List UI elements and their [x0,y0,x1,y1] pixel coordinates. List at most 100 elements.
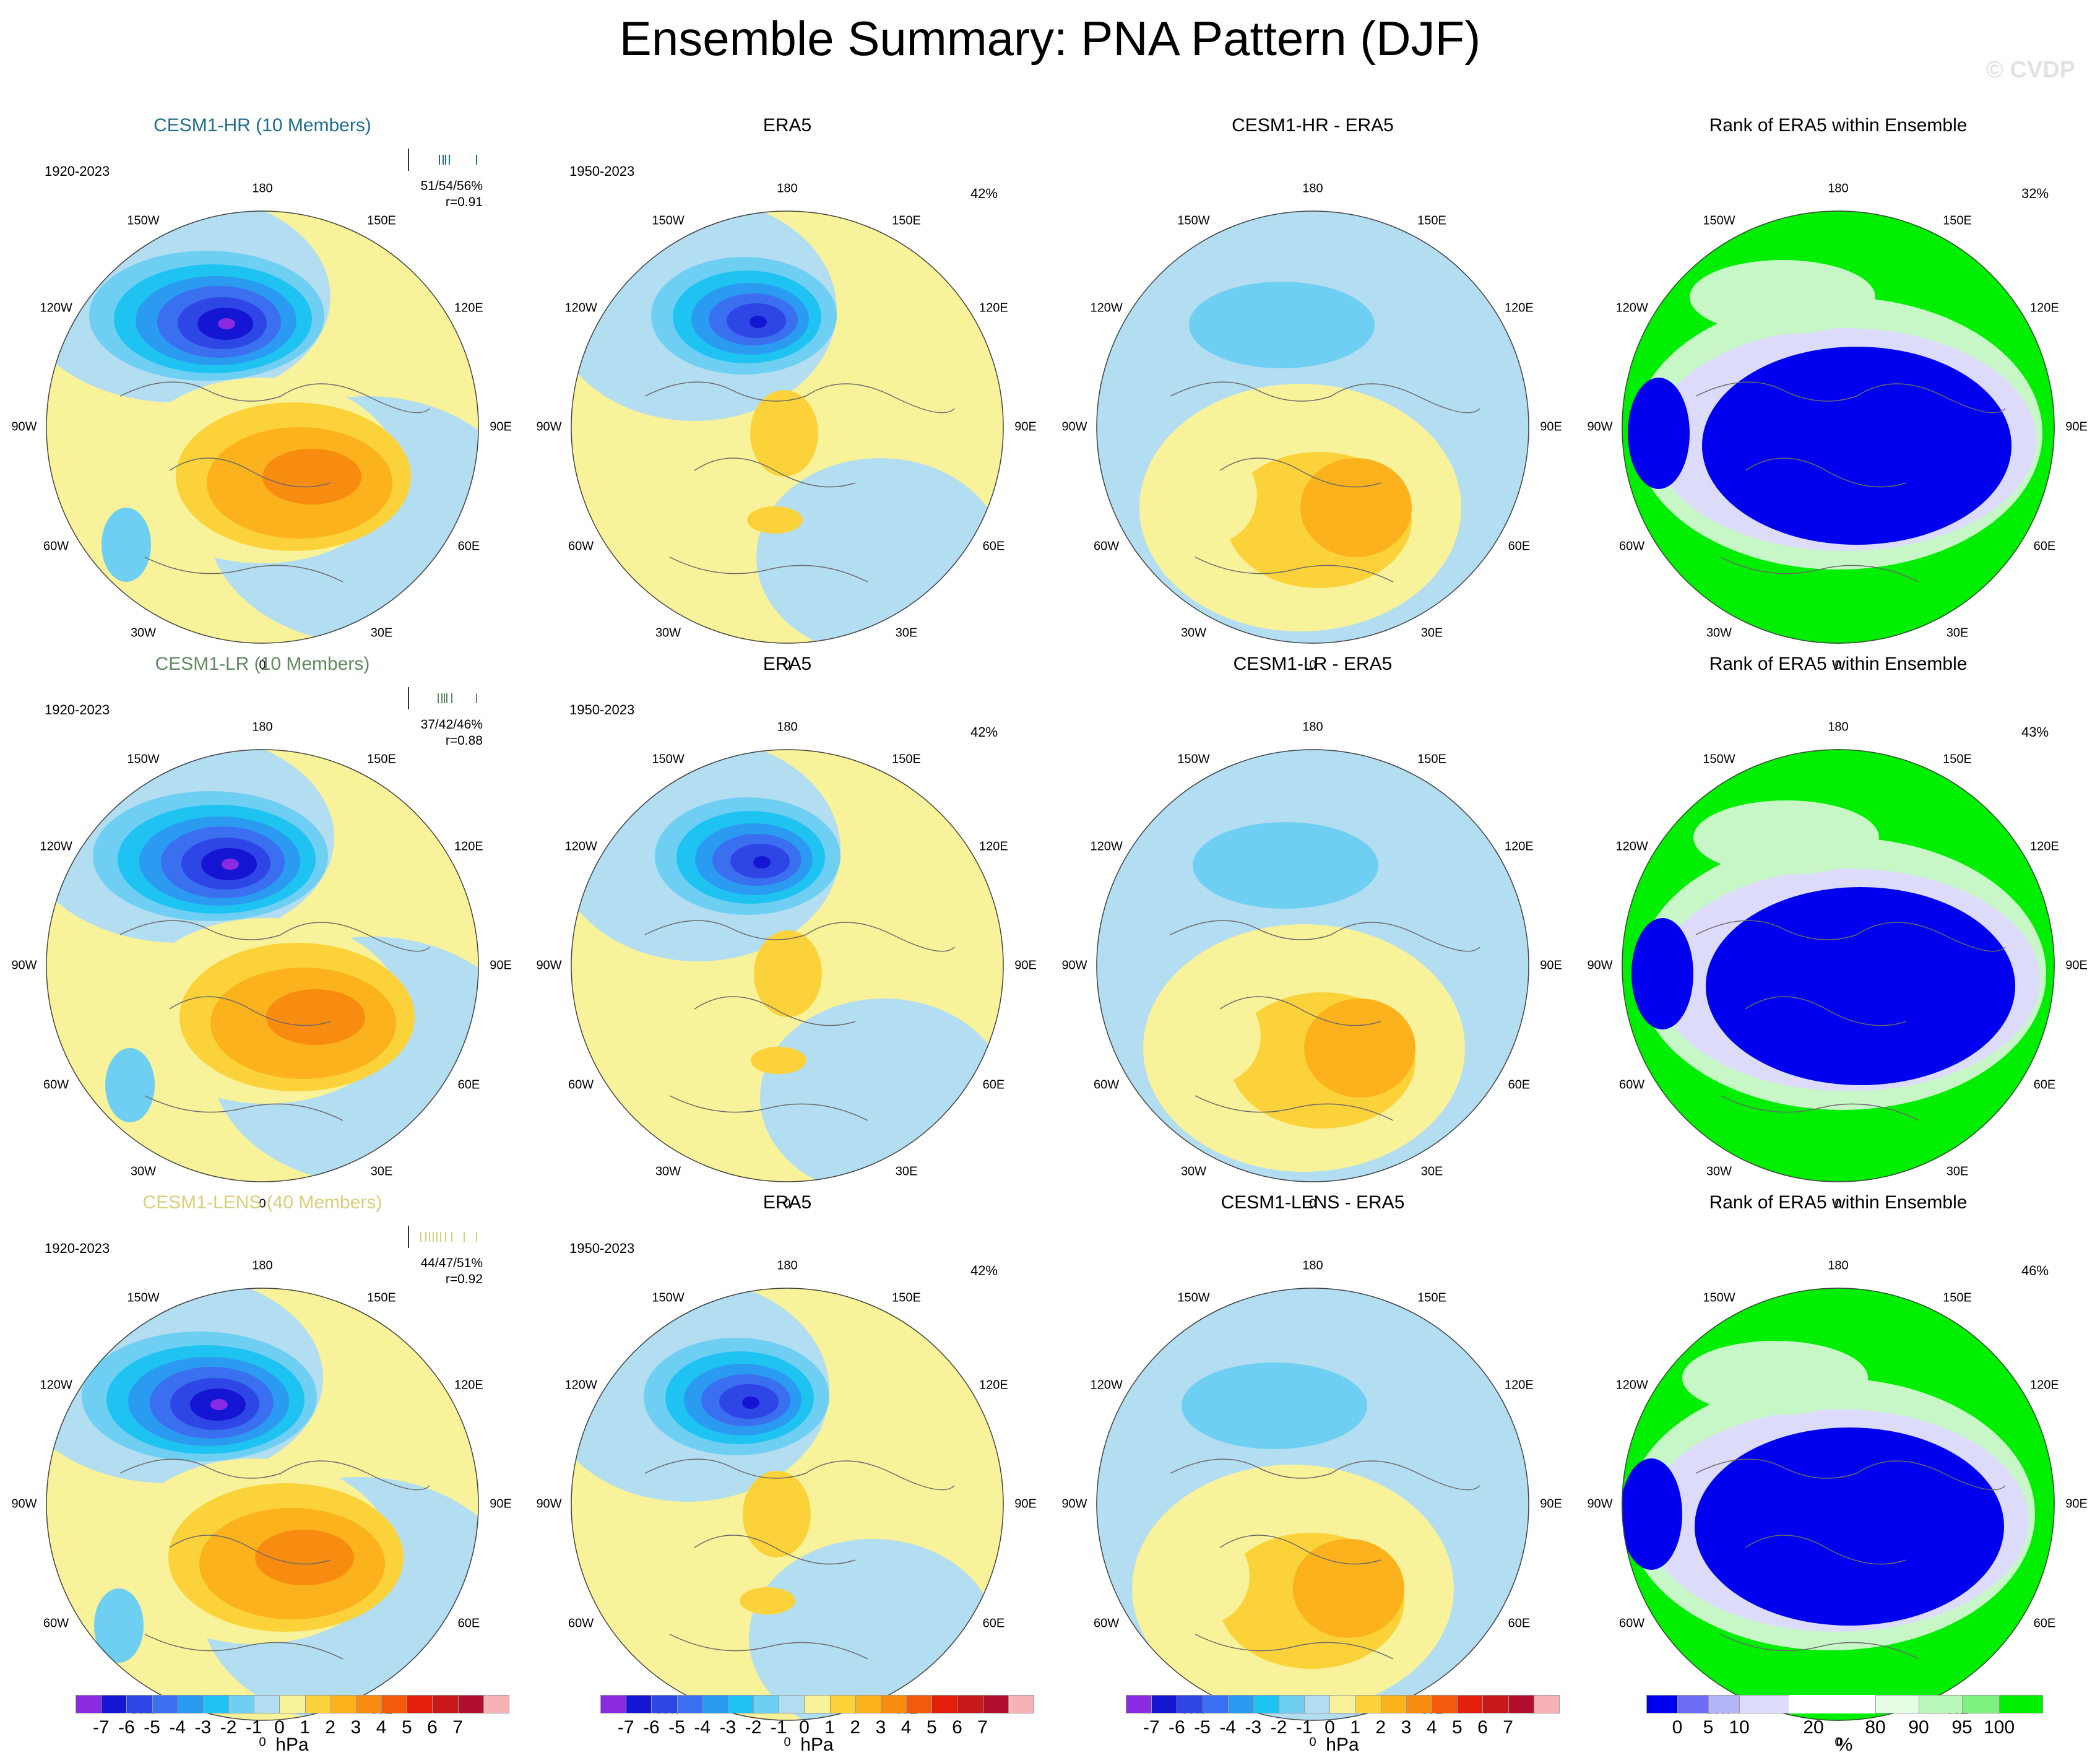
lon-label-150e: 150E [892,1291,921,1305]
pct-explained-range: 37/42/46% [420,717,483,732]
slp-map [1096,749,1529,1182]
blue1-region [1182,1362,1367,1449]
lon-label-60w: 60W [43,539,69,553]
panel-rank-row1: Rank of ERA5 within Ensemble 32% 180 150E 12… [1576,87,2100,672]
colorbar-swatch [1789,1695,1833,1713]
colorbar-swatch [1126,1695,1152,1713]
colorbar-tick: 3 [350,1717,361,1738]
colorbar-swatch [702,1695,728,1713]
colorbar-swatch [957,1695,983,1713]
colorbar-tick: -2 [1270,1717,1287,1738]
lon-label-120w: 120W [40,301,72,314]
pct-explained: 32% [2021,186,2049,201]
slp-map [1096,1288,1529,1721]
gold-region [754,930,822,1017]
map-boundary [1096,210,1529,644]
coastline [1170,920,1480,1121]
orange1-region [1304,998,1415,1098]
lon-label-90e: 90E [1540,958,1562,972]
colorbar-tick: -5 [1194,1717,1211,1738]
lon-label-60w: 60W [1094,539,1120,553]
slp-map [571,749,1004,1182]
lon-label-150w: 150W [1703,752,1735,766]
lon-label-150w: 150W [127,214,160,228]
colorbar-swatch [1999,1695,2043,1713]
coastline [644,920,955,1121]
lon-label-120w: 120W [1615,1378,1648,1392]
pct-explained: 46% [2021,1263,2049,1278]
colorbar-swatch [76,1695,102,1713]
colorbar-units: hPa [1326,1735,1359,1755]
blue1-region [105,1048,155,1122]
colorbar-tick: -4 [1219,1717,1237,1738]
lon-label-90w: 90W [1587,420,1613,434]
yellow-region [1158,446,1257,545]
panel-title: ERA5 [763,1192,812,1213]
panel-diff-row2: CESM1-LR - ERA5 180 150E 120E 90E 60E 30E 0 30W 6… [1050,625,1575,1211]
orange1-region [1300,458,1412,557]
lon-label-0: 0 [259,658,266,672]
colorbar-swatch [829,1695,856,1713]
colorbar-swatch [1227,1695,1254,1713]
lon-label-180: 180 [1302,181,1323,196]
lon-label-30w: 30W [1706,626,1732,640]
coastline [1695,381,2006,583]
lon-label-120e: 120E [2030,301,2059,314]
lon-label-90w: 90W [11,1497,37,1511]
ensemble-stats: 44/47/51% r=0.92 [371,1255,483,1288]
pct-explained-range: 51/54/56% [420,179,483,193]
lon-label-120w: 120W [1615,839,1648,853]
ensemble-stats: 51/54/56% r=0.91 [371,178,483,210]
lon-label-120e: 120E [979,1378,1008,1392]
lon-label-60e: 60E [457,1616,480,1630]
colorbar-swatch [1708,1695,1740,1713]
pct-explained: 42% [970,186,998,201]
colorbar-swatch [381,1695,408,1713]
coastline [1695,920,2006,1121]
colorbar-swatch [152,1695,178,1713]
panel-obs-row2: ERA5 1950-2023 42% 180 150E 120E 90E 60E 30E 0 30W… [525,625,1050,1211]
colorbar-tick: 4 [901,1717,912,1738]
rank-map [1622,749,2055,1182]
lon-label-180: 180 [777,720,798,734]
lon-label-30w: 30W [1180,626,1207,640]
colorbar-tick: 2 [1375,1717,1386,1738]
lon-label-0: 0 [259,1197,266,1211]
rank-map [1622,1288,2055,1721]
lon-label-120e: 120E [979,839,1008,853]
panel-title: ERA5 [763,654,812,674]
lon-label-30e: 30E [370,626,393,640]
lon-label-90w: 90W [1587,1497,1613,1511]
colorbar-tick: 7 [1503,1717,1513,1738]
orange2-region [266,989,365,1045]
lon-label-150w: 150W [1703,214,1735,228]
colorbar-swatch [1432,1695,1458,1713]
lon-label-60e: 60E [1508,1616,1531,1630]
gold-region [747,506,803,534]
lon-label-60w: 60W [1619,1616,1645,1630]
lon-label-90w: 90W [536,420,562,434]
lon-label-90w: 90W [1061,420,1087,434]
colorbar-tick: 7 [977,1717,988,1738]
colorbar-tick: 80 [1865,1717,1886,1738]
lon-label-30e: 30E [370,1164,393,1179]
lon-label-120e: 120E [454,301,483,314]
map-boundary [1096,749,1529,1182]
colorbar-units: hPa [275,1735,309,1755]
colorbar-tick: 1 [824,1717,835,1738]
colorbar-swatch [779,1695,805,1713]
lon-label-150w: 150W [1177,214,1210,228]
colorbar-swatch [1457,1695,1484,1713]
slp-map [46,210,479,644]
panel-title: CESM1-LENS (40 Members) [142,1192,382,1213]
lon-label-60e: 60E [982,539,1005,553]
colorbar-swatch [906,1695,933,1713]
panel-title: Rank of ERA5 within Ensemble [1709,115,1968,136]
panel-model-row2: CESM1-LR (10 Members) 1920-2023 37/42/46% r… [0,625,525,1211]
colorbar-tick: -1 [1295,1717,1313,1738]
pattern-correlation: r=0.92 [445,1272,483,1286]
lon-label-120e: 120E [2030,1378,2059,1392]
colorbar-tick: -2 [220,1717,237,1738]
colorbar-swatch [457,1695,484,1713]
colorbar-tick: 6 [427,1717,438,1738]
